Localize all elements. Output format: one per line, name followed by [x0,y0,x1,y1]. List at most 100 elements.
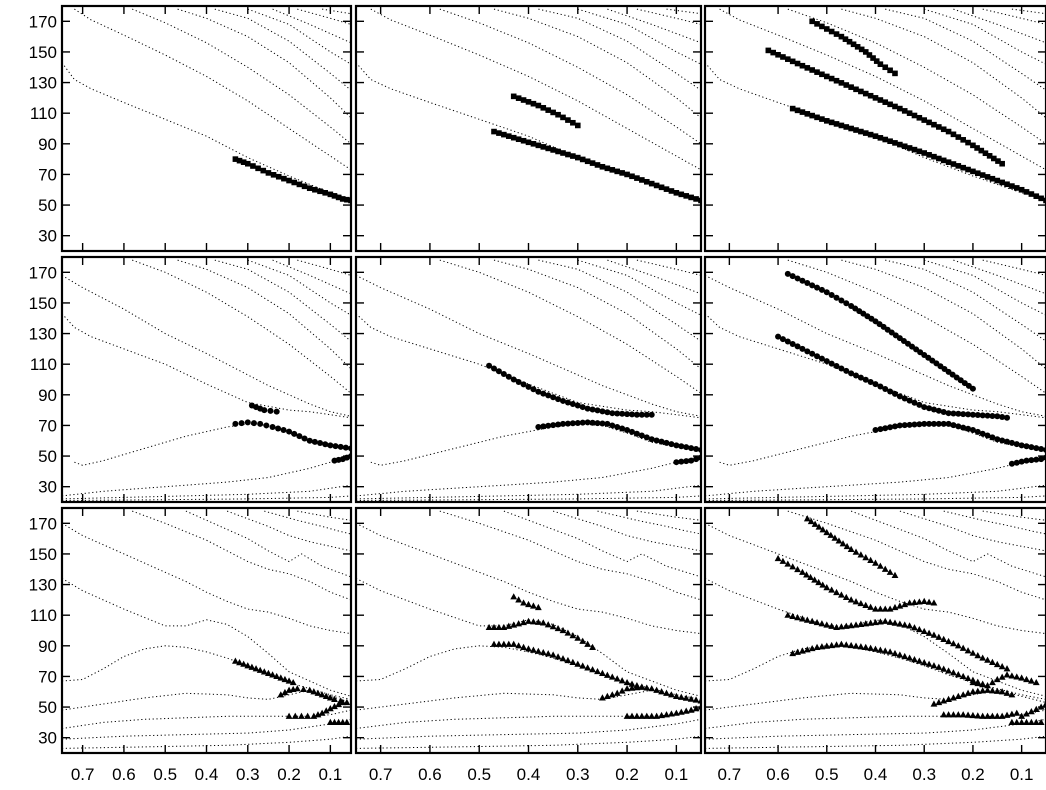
data-point [984,174,991,180]
data-point [789,612,797,620]
data-point [862,601,870,608]
data-point [799,345,806,352]
data-point [969,427,976,434]
data-point [970,168,976,175]
data-point [534,618,542,625]
data-point [842,36,849,42]
data-point [560,397,566,404]
data-point [916,421,923,428]
data-point [833,641,840,648]
data-point [930,631,938,638]
data-point [882,385,889,392]
x-tick-label: 0.1 [665,765,689,784]
background-curve-8 [787,510,1046,601]
data-point [693,196,699,202]
y-tick-label: 70 [38,416,57,435]
data-point [342,444,349,451]
x-tick-label: 0.1 [319,765,343,784]
background-curve-7 [577,259,701,316]
data-point [286,177,292,184]
data-point [682,694,690,701]
data-point [881,647,889,654]
data-point [1018,674,1026,681]
data-point [332,443,339,450]
data-point [964,674,972,681]
panel-r2-c3 [703,255,1046,504]
data-point [784,611,792,618]
data-point [614,168,621,175]
highlight-series-1 [803,515,899,578]
data-point [510,621,518,628]
data-point [872,559,879,566]
data-point [688,445,695,452]
data-point [574,660,582,667]
panel-plot-area [62,8,351,204]
data-point [672,709,680,716]
data-point [574,122,581,129]
data-point [331,695,338,703]
background-curve-3 [787,8,1046,145]
data-point [881,617,889,624]
data-point [520,599,527,606]
data-point [799,277,806,284]
background-curve-2 [62,577,351,697]
data-point [304,712,312,719]
data-point [634,175,640,181]
data-point [915,657,923,664]
background-curve-12 [297,510,351,521]
data-point [326,694,334,701]
data-point [882,136,889,143]
data-point [539,648,547,656]
data-point [663,186,670,192]
data-point [794,343,801,350]
data-point [852,598,860,605]
data-point [608,673,616,680]
data-point [955,163,962,169]
data-point [1028,191,1035,197]
data-point [921,420,928,427]
x-tick-label: 0.4 [517,765,541,784]
data-point [819,23,825,30]
background-curve-11 [943,510,1046,535]
data-point [867,378,874,385]
data-point [574,154,581,161]
highlight-series-2 [784,270,976,392]
data-point [579,419,586,426]
background-curve-6 [247,8,351,65]
data-point [1032,705,1040,712]
data-point [920,659,928,666]
background-curve-3 [74,423,351,466]
data-point [882,425,889,432]
data-point [555,148,561,155]
data-point [979,681,987,688]
data-point [269,423,276,430]
y-tick-label: 150 [29,43,57,62]
data-point [525,617,532,624]
y-tick-label: 30 [38,729,57,748]
background-curve-6 [577,8,701,65]
data-point [339,196,346,202]
data-point [505,622,513,629]
x-tick-label: 0.5 [467,765,491,784]
data-point [1032,678,1040,686]
data-point [623,685,631,692]
data-point [794,275,801,282]
data-point [613,689,621,696]
background-curve-6 [705,718,1046,740]
data-point [1023,189,1030,195]
data-point [857,643,865,650]
data-point [515,596,523,603]
data-point [979,172,986,178]
data-point [926,420,933,427]
data-point [564,420,571,427]
data-point [1013,709,1021,716]
data-point [603,671,611,678]
data-point [839,540,847,547]
data-point [291,430,298,437]
data-point [838,80,845,86]
data-point [260,668,268,675]
data-point [1004,181,1010,188]
data-point [310,688,318,695]
data-point [998,663,1006,670]
data-point [770,49,776,56]
